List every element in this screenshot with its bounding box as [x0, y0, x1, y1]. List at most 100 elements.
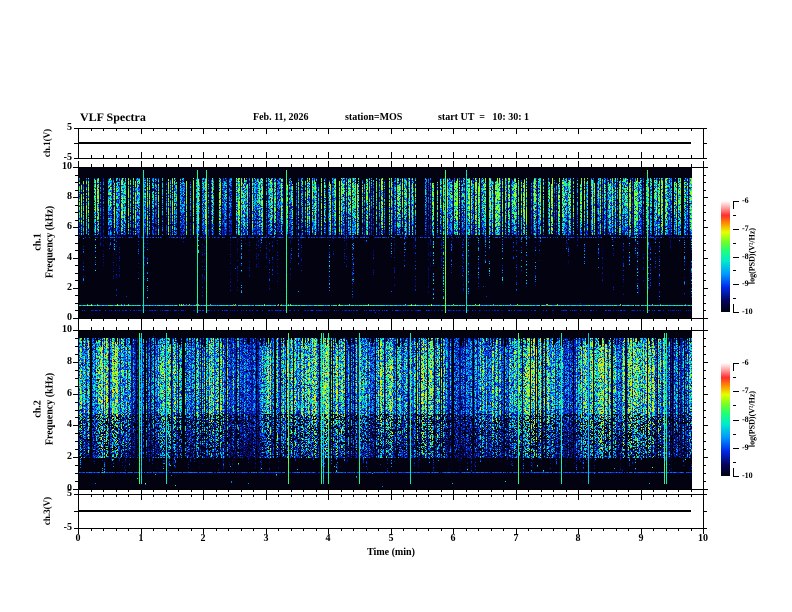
x-tick-mark	[216, 318, 217, 321]
freq-tick-label: 6	[67, 221, 72, 232]
x-tick-mark	[353, 128, 354, 131]
x-tick-mark	[216, 489, 217, 492]
x-tick-mark	[141, 489, 142, 495]
x-tick-mark	[253, 494, 254, 497]
x-tick-mark	[453, 489, 454, 495]
x-tick-mark	[391, 489, 392, 495]
x-tick-mark	[266, 489, 267, 495]
freq-tick-mark	[703, 235, 706, 236]
ch1-spectrogram-ylabel: ch.1 Frequency (kHz)	[33, 206, 56, 278]
x-tick-mark	[466, 494, 467, 497]
x-tick-mark	[391, 318, 392, 324]
x-tick-mark	[641, 161, 642, 167]
freq-tick-mark	[75, 205, 78, 206]
freq-tick-mark	[75, 182, 78, 183]
x-tick-mark	[116, 327, 117, 330]
x-tick-mark	[566, 155, 567, 158]
x-tick-mark	[341, 155, 342, 158]
time-tick-label: 10	[698, 533, 708, 544]
x-tick-mark	[628, 155, 629, 158]
x-tick-mark	[266, 161, 267, 167]
x-tick-mark	[666, 128, 667, 131]
x-tick-mark	[328, 494, 329, 500]
x-tick-mark	[641, 494, 642, 500]
x-tick-mark	[103, 494, 104, 497]
x-tick-mark	[116, 128, 117, 131]
x-tick-mark	[453, 528, 454, 534]
colorbar-tick-label: -6	[742, 358, 749, 367]
colorbar-tick-mark	[733, 312, 739, 313]
x-tick-mark	[266, 128, 267, 134]
x-tick-mark	[603, 494, 604, 497]
x-tick-mark	[553, 318, 554, 321]
x-tick-mark	[666, 494, 667, 497]
freq-tick-label: 2	[67, 282, 72, 293]
x-tick-mark	[603, 327, 604, 330]
colorbar-tick-mark	[733, 257, 739, 258]
x-tick-mark	[691, 327, 692, 330]
x-tick-mark	[566, 164, 567, 167]
x-tick-mark	[591, 494, 592, 497]
freq-tick-mark	[75, 465, 78, 466]
x-tick-mark	[378, 327, 379, 330]
colorbar-tick-mark	[733, 215, 736, 216]
x-tick-mark	[291, 155, 292, 158]
freq-tick-mark	[75, 473, 78, 474]
x-tick-mark	[653, 128, 654, 131]
x-tick-mark	[278, 528, 279, 531]
x-tick-mark	[628, 528, 629, 531]
time-tick-label: 5	[388, 533, 394, 544]
x-tick-mark	[666, 164, 667, 167]
x-tick-mark	[241, 494, 242, 497]
x-tick-mark	[441, 164, 442, 167]
x-tick-mark	[691, 528, 692, 531]
x-tick-mark	[491, 164, 492, 167]
x-tick-mark	[416, 494, 417, 497]
x-tick-mark	[328, 528, 329, 534]
x-tick-mark	[266, 528, 267, 534]
freq-tick-mark	[703, 417, 706, 418]
x-tick-mark	[191, 164, 192, 167]
x-tick-mark	[141, 324, 142, 330]
x-tick-mark	[516, 318, 517, 324]
freq-tick-mark	[73, 258, 78, 259]
x-tick-mark	[678, 528, 679, 531]
x-tick-mark	[428, 528, 429, 531]
freq-tick-mark	[703, 197, 708, 198]
x-tick-mark	[516, 324, 517, 330]
time-tick-label: 3	[263, 533, 269, 544]
x-tick-mark	[503, 318, 504, 321]
x-tick-mark	[491, 327, 492, 330]
x-tick-mark	[303, 489, 304, 492]
x-tick-mark	[241, 164, 242, 167]
x-tick-mark	[216, 164, 217, 167]
x-tick-mark	[653, 489, 654, 492]
x-tick-mark	[653, 318, 654, 321]
x-tick-mark	[703, 161, 704, 167]
x-tick-mark	[616, 494, 617, 497]
x-tick-mark	[491, 318, 492, 321]
colorbar-tick-mark	[733, 468, 734, 476]
x-tick-mark	[253, 318, 254, 321]
x-tick-mark	[153, 155, 154, 158]
x-tick-mark	[78, 528, 79, 534]
colorbar-tick-label: -9	[742, 443, 749, 452]
x-tick-mark	[266, 318, 267, 324]
x-tick-mark	[328, 161, 329, 167]
x-tick-mark	[528, 489, 529, 492]
x-tick-mark	[366, 494, 367, 497]
x-tick-mark	[578, 161, 579, 167]
x-tick-mark	[503, 489, 504, 492]
header-date: Feb. 11, 2026	[253, 112, 309, 123]
x-tick-mark	[203, 128, 204, 134]
x-tick-mark	[491, 528, 492, 531]
x-tick-mark	[528, 528, 529, 531]
x-tick-mark	[391, 494, 392, 500]
x-tick-mark	[566, 528, 567, 531]
x-tick-mark	[541, 164, 542, 167]
x-tick-mark	[628, 327, 629, 330]
x-tick-mark	[366, 155, 367, 158]
x-tick-mark	[366, 318, 367, 321]
x-tick-mark	[128, 494, 129, 497]
x-tick-mark	[441, 327, 442, 330]
